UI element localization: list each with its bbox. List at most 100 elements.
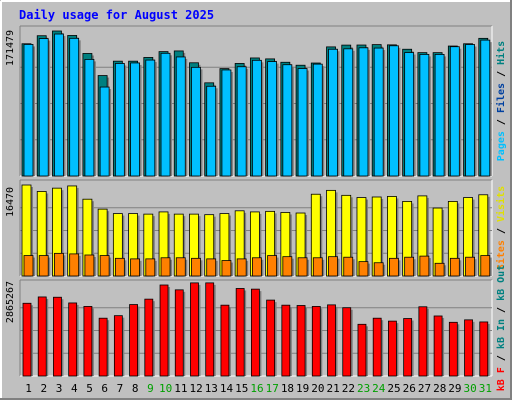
kbytes-bar-day-30	[464, 319, 475, 377]
sites-bar-day-6-fill	[99, 255, 110, 277]
sites-bar-day-5	[84, 254, 96, 277]
legend-part-2: Visits	[495, 186, 507, 222]
x-label-day-4: 4	[71, 382, 78, 395]
kbytes-bar-day-6-fill	[98, 317, 108, 377]
kbytes-bar-day-28-fill	[433, 315, 443, 377]
sites-bar-day-26	[404, 256, 416, 277]
chart-panels: 171479 Pages / Files / Hits 16470 Sites / V…	[5, 25, 507, 391]
files-bar-day-19	[297, 68, 310, 177]
x-label-day-29: 29	[448, 382, 461, 395]
sites-bar-day-29-fill	[449, 257, 460, 277]
files-bar-day-30-fill	[465, 44, 475, 177]
kbytes-bar-day-4	[68, 302, 79, 377]
files-bar-day-9	[145, 59, 157, 177]
sites-bar-day-16	[251, 257, 264, 277]
files-bar-day-21-fill	[328, 48, 338, 177]
x-label-day-17: 17	[266, 382, 279, 395]
panel-2-ymax-label: 2865267	[5, 281, 16, 323]
sites-bar-day-7	[114, 257, 127, 277]
kbytes-bar-day-4-fill	[68, 302, 78, 377]
files-bar-day-4	[69, 37, 81, 177]
kbytes-bar-day-27	[418, 306, 429, 377]
files-bar-day-26	[404, 52, 416, 177]
sites-bar-day-13	[206, 258, 218, 277]
files-bar-day-12	[191, 66, 203, 177]
kbytes-bar-day-2-fill	[37, 296, 47, 377]
kbytes-bar-day-19-fill	[296, 305, 306, 377]
sites-bar-day-24-fill	[373, 262, 384, 277]
sites-bar-day-10-fill	[160, 257, 171, 277]
legend-part-0: kB F	[496, 367, 507, 391]
x-label-day-24: 24	[372, 382, 386, 395]
legend-part-4: kB Out	[496, 265, 507, 301]
sites-bar-day-8-fill	[130, 258, 140, 277]
kbytes-bar-day-15-fill	[235, 288, 245, 377]
kbytes-bar-day-16-fill	[250, 288, 260, 377]
x-label-day-26: 26	[403, 382, 416, 395]
kbytes-bar-day-3-fill	[53, 296, 62, 377]
panel-0-ymax-label: 171479	[5, 30, 16, 66]
sites-bar-day-20	[312, 257, 325, 277]
legend-part-1: /	[496, 222, 507, 240]
x-label-day-21: 21	[327, 382, 340, 395]
files-bar-day-20	[312, 63, 325, 177]
x-label-day-18: 18	[281, 382, 294, 395]
x-label-day-20: 20	[311, 382, 324, 395]
files-bar-day-31-fill	[480, 39, 491, 177]
sites-bar-day-18-fill	[282, 256, 293, 277]
kbytes-bar-day-15	[235, 288, 247, 377]
files-bar-day-2	[38, 38, 51, 177]
x-label-day-30: 30	[464, 382, 477, 395]
legend-part-1: /	[496, 113, 507, 131]
files-bar-day-24	[373, 47, 386, 177]
sites-bar-day-31	[480, 255, 492, 277]
files-bar-day-14-fill	[221, 69, 232, 177]
kbytes-bar-day-21	[327, 304, 338, 377]
sites-bar-day-3-fill	[54, 252, 64, 277]
x-label-day-12: 12	[189, 382, 202, 395]
sites-bar-day-19	[297, 257, 310, 277]
kbytes-bar-day-13-fill	[205, 282, 215, 377]
x-label-day-25: 25	[387, 382, 400, 395]
files-bar-day-11-fill	[175, 56, 186, 177]
sites-bar-day-16-fill	[251, 257, 262, 277]
panel-1-legend: Sites / Visits	[495, 186, 507, 270]
files-bar-day-23	[358, 47, 370, 177]
files-bar-day-15	[236, 66, 249, 177]
x-label-day-3: 3	[56, 382, 63, 395]
files-bar-day-14	[221, 69, 233, 177]
sites-bar-day-12	[191, 257, 203, 277]
files-bar-day-7-fill	[114, 63, 125, 177]
kbytes-bar-day-19	[296, 305, 308, 377]
legend-part-4: Hits	[495, 41, 507, 65]
x-label-day-11: 11	[174, 382, 187, 395]
sites-bar-day-4-fill	[69, 253, 80, 277]
panel-1-ymax-label: 16470	[5, 187, 16, 217]
kbytes-bar-day-5-fill	[83, 306, 93, 377]
sites-bar-day-12-fill	[191, 257, 201, 277]
files-bar-day-19-fill	[297, 68, 308, 177]
sites-bar-day-27	[419, 255, 431, 277]
files-bar-day-21	[328, 48, 340, 177]
kbytes-bar-day-31	[479, 321, 490, 377]
x-label-day-15: 15	[235, 382, 248, 395]
kbytes-bar-day-20-fill	[311, 306, 321, 377]
kbytes-bar-day-11	[174, 289, 186, 377]
kbytes-bar-day-24	[372, 317, 384, 377]
kbytes-bar-day-23	[357, 323, 368, 377]
sites-bar-day-23-fill	[358, 261, 369, 277]
sites-bar-day-1-fill	[23, 255, 34, 277]
x-label-day-7: 7	[117, 382, 124, 395]
sites-bar-day-18	[282, 256, 294, 277]
sites-bar-day-17	[267, 255, 279, 277]
files-bar-day-13-fill	[206, 85, 217, 177]
sites-bar-day-1	[23, 255, 35, 277]
sites-bar-day-2-fill	[38, 255, 49, 277]
files-bar-day-10	[160, 52, 173, 177]
kbytes-bar-day-26-fill	[403, 318, 413, 377]
files-bar-day-18	[282, 64, 294, 177]
x-label-day-19: 19	[296, 382, 309, 395]
kbytes-bar-day-27-fill	[418, 306, 428, 377]
files-bar-day-7	[114, 63, 127, 177]
